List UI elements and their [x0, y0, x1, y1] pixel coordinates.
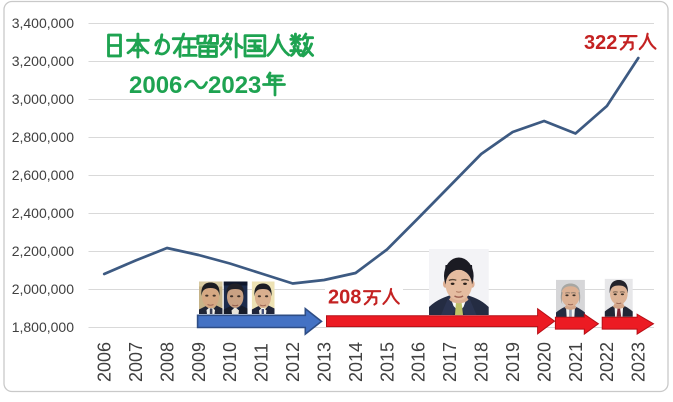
svg-text:2015: 2015 — [377, 342, 397, 382]
svg-text:1,800,000: 1,800,000 — [12, 319, 74, 335]
svg-text:2019: 2019 — [503, 342, 523, 382]
svg-text:2020: 2020 — [534, 342, 554, 382]
svg-text:2,800,000: 2,800,000 — [12, 129, 74, 145]
svg-text:3,200,000: 3,200,000 — [12, 53, 74, 69]
svg-text:2023: 2023 — [629, 342, 649, 382]
svg-text:3,000,000: 3,000,000 — [12, 91, 74, 107]
svg-text:2013: 2013 — [314, 342, 334, 382]
svg-text:2006: 2006 — [129, 72, 182, 99]
svg-text:2012: 2012 — [283, 342, 303, 382]
svg-text:2009: 2009 — [189, 342, 209, 382]
svg-text:2022: 2022 — [597, 342, 617, 382]
svg-text:2008: 2008 — [157, 342, 177, 382]
svg-text:2,000,000: 2,000,000 — [12, 281, 74, 297]
svg-text:2010: 2010 — [220, 342, 240, 382]
svg-text:2,600,000: 2,600,000 — [12, 167, 74, 183]
svg-text:2023: 2023 — [208, 72, 261, 99]
svg-text:208: 208 — [328, 287, 361, 309]
svg-text:2,400,000: 2,400,000 — [12, 205, 74, 221]
svg-text:2006: 2006 — [95, 342, 115, 382]
svg-text:2017: 2017 — [440, 342, 460, 382]
svg-text:2014: 2014 — [346, 342, 366, 382]
svg-text:2,200,000: 2,200,000 — [12, 243, 74, 259]
svg-text:3,400,000: 3,400,000 — [12, 15, 74, 31]
svg-text:2018: 2018 — [472, 342, 492, 382]
svg-text:2016: 2016 — [409, 342, 429, 382]
svg-text:2011: 2011 — [252, 343, 272, 382]
svg-text:322: 322 — [584, 32, 617, 54]
svg-text:2021: 2021 — [566, 342, 586, 382]
svg-text:2007: 2007 — [126, 342, 146, 382]
